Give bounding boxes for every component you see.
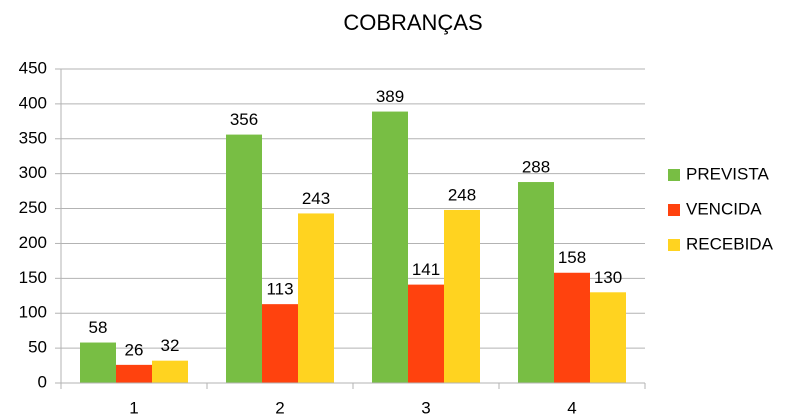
y-tick-label: 0 xyxy=(38,372,47,391)
legend-swatch xyxy=(668,239,680,251)
data-label: 288 xyxy=(522,158,550,177)
y-tick-label: 50 xyxy=(28,338,47,357)
data-label: 389 xyxy=(376,87,404,106)
x-tick-label: 1 xyxy=(129,398,138,417)
data-label: 32 xyxy=(161,336,180,355)
y-tick-label: 300 xyxy=(19,163,47,182)
data-label: 248 xyxy=(448,185,476,204)
legend-label: PREVISTA xyxy=(686,164,769,183)
bar xyxy=(80,342,116,383)
y-tick-label: 400 xyxy=(19,93,47,112)
x-tick-label: 3 xyxy=(421,398,430,417)
y-tick-label: 250 xyxy=(19,198,47,217)
legend-swatch xyxy=(668,204,680,216)
bar xyxy=(518,182,554,383)
data-label: 158 xyxy=(558,248,586,267)
bar xyxy=(116,364,152,383)
bar xyxy=(590,292,626,383)
legend-label: RECEBIDA xyxy=(686,234,774,253)
bar xyxy=(408,284,444,383)
bar xyxy=(372,111,408,383)
x-tick-label: 4 xyxy=(567,398,576,417)
bar xyxy=(298,213,334,383)
bar xyxy=(554,272,590,383)
data-label: 243 xyxy=(302,189,330,208)
data-label: 58 xyxy=(89,318,108,337)
data-label: 141 xyxy=(412,260,440,279)
chart-title: COBRANÇAS xyxy=(343,10,482,35)
data-label: 26 xyxy=(125,340,144,359)
y-tick-label: 350 xyxy=(19,128,47,147)
x-tick-label: 2 xyxy=(275,398,284,417)
legend-swatch xyxy=(668,169,680,181)
bar xyxy=(226,134,262,383)
data-label: 356 xyxy=(230,110,258,129)
y-tick-label: 200 xyxy=(19,233,47,252)
bar xyxy=(152,360,188,383)
data-label: 130 xyxy=(594,268,622,287)
legend-label: VENCIDA xyxy=(686,199,762,218)
bar xyxy=(444,209,480,383)
bar xyxy=(262,304,298,383)
data-label: 113 xyxy=(266,280,293,299)
y-tick-label: 450 xyxy=(19,58,47,77)
y-tick-label: 150 xyxy=(19,268,47,287)
y-tick-label: 100 xyxy=(19,303,47,322)
